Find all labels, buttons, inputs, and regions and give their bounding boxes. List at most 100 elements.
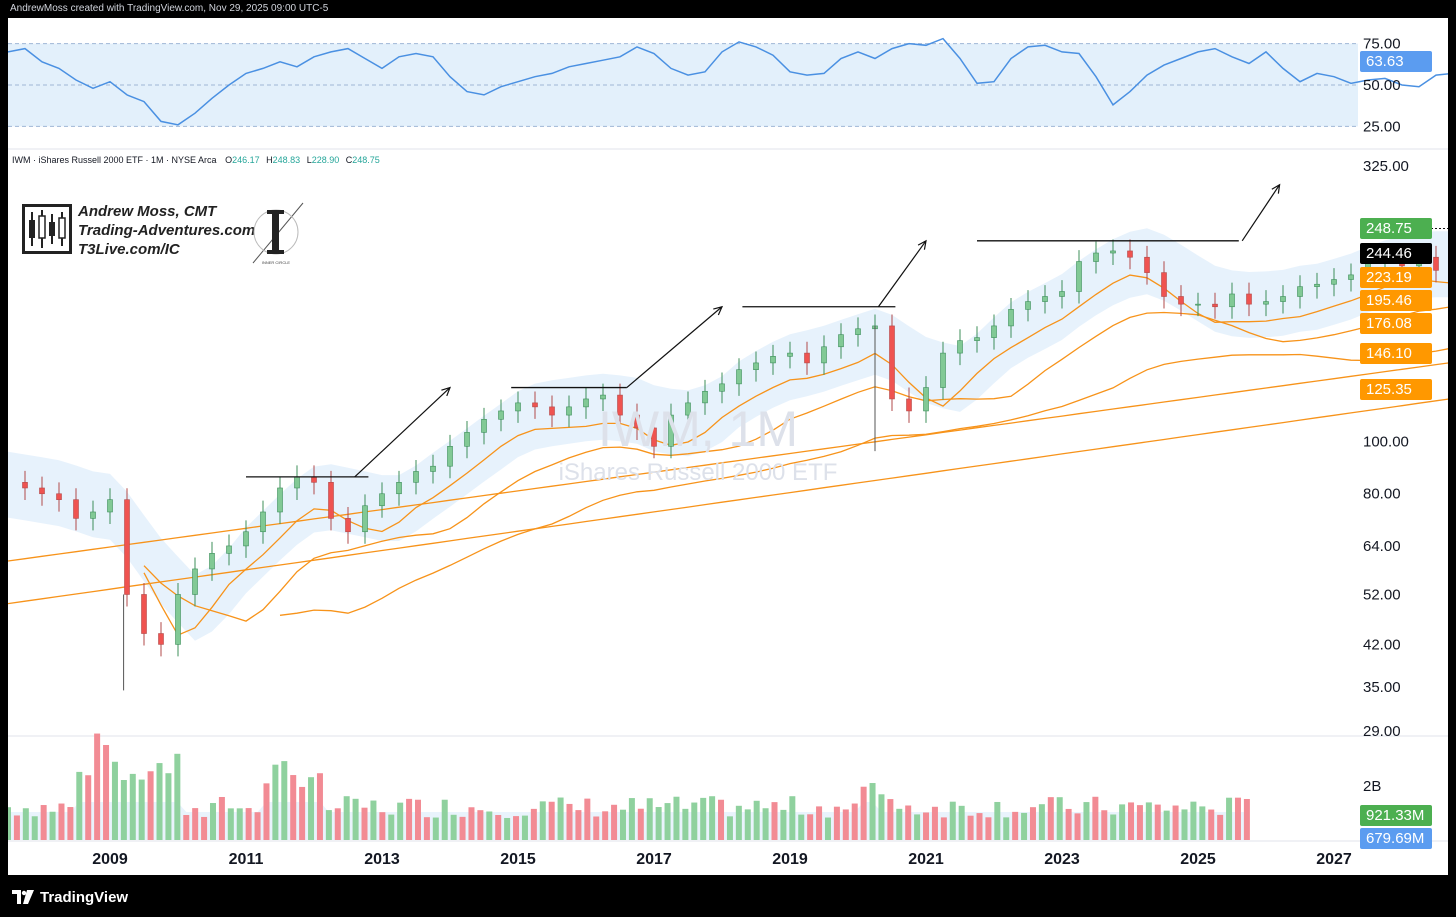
volume-bar xyxy=(726,816,733,840)
volume-bar xyxy=(1119,804,1126,840)
price-tick-label: 64.00 xyxy=(1363,538,1401,555)
candle-body xyxy=(1042,296,1048,302)
volume-bar xyxy=(1199,806,1206,840)
candle-body xyxy=(1331,279,1337,285)
volume-bar xyxy=(539,801,546,840)
candle xyxy=(107,488,113,524)
volume-bar xyxy=(602,811,609,840)
volume-bar xyxy=(1243,798,1250,840)
candle xyxy=(260,500,266,544)
candle-body xyxy=(651,427,657,447)
chart-panel[interactable]: 75.0050.0025.00325.00125.00100.0080.0064… xyxy=(8,18,1448,875)
branding-block: Andrew Moss, CMT Trading-Adventures.com … xyxy=(22,202,304,265)
candle xyxy=(583,387,589,419)
volume-bar xyxy=(709,796,716,840)
volume-bar xyxy=(441,799,448,840)
volume-bar xyxy=(566,803,573,840)
volume-bar xyxy=(860,786,867,840)
volume-bar xyxy=(1217,814,1224,840)
rsi-last-tag-text: 63.63 xyxy=(1366,53,1404,70)
legend-open-label: O xyxy=(225,155,232,165)
volume-bar xyxy=(833,806,840,840)
volume-bar xyxy=(209,803,216,840)
volume-bar xyxy=(147,771,154,840)
volume-bar xyxy=(700,797,707,840)
price-tick-label: 100.00 xyxy=(1363,434,1409,451)
volume-bar xyxy=(174,753,181,840)
x-tick-label: 2017 xyxy=(636,851,672,868)
price-pane[interactable] xyxy=(8,183,1448,691)
candle xyxy=(566,395,572,428)
volume-bar xyxy=(432,817,439,840)
candle xyxy=(838,323,844,359)
candle xyxy=(396,470,402,506)
volume-bar xyxy=(1083,802,1090,840)
ma-tag-2-bg xyxy=(1360,290,1432,311)
candle xyxy=(906,387,912,423)
volume-bar xyxy=(824,817,831,840)
volume-bar xyxy=(423,817,430,840)
legend-high-label: H xyxy=(266,155,273,165)
price-last-tag-text: 248.75 xyxy=(1366,220,1412,237)
chart-canvas[interactable]: 75.0050.0025.00325.00125.00100.0080.0064… xyxy=(8,18,1448,875)
candle xyxy=(328,470,334,531)
legend-open: 246.17 xyxy=(232,155,260,165)
volume-bar xyxy=(406,798,413,840)
candle-body xyxy=(192,568,198,595)
volume-avg-tag: 679.69M xyxy=(1360,828,1432,849)
volume-bar xyxy=(1092,796,1099,840)
volume-bar xyxy=(1234,797,1241,840)
candle-body xyxy=(243,531,249,547)
candle-body xyxy=(1127,250,1133,258)
ma-tag-5: 125.35 xyxy=(1360,379,1432,400)
candle xyxy=(192,557,198,607)
candle xyxy=(1229,282,1235,319)
candle xyxy=(39,476,45,506)
candle-body xyxy=(1161,272,1167,297)
rsi-pane[interactable] xyxy=(8,37,1448,127)
volume-bar xyxy=(1172,805,1179,840)
price-tick-label: 35.00 xyxy=(1363,679,1401,696)
volume-bar xyxy=(192,808,199,840)
candle-body xyxy=(39,487,45,495)
volume-bar xyxy=(201,816,208,840)
volume-bar xyxy=(611,804,618,840)
candle-body xyxy=(1076,261,1082,292)
candle xyxy=(1246,282,1252,317)
volume-bar xyxy=(1021,812,1028,840)
candle xyxy=(90,500,96,531)
candle-body xyxy=(1246,293,1252,305)
candle-body xyxy=(1144,256,1150,273)
candle xyxy=(1314,272,1320,299)
volume-bar xyxy=(1029,807,1036,840)
volume-bar xyxy=(521,815,528,840)
time-axis[interactable]: 2009 2011 2013 2015 2017 2019 2021 2023 2025 2027 xyxy=(92,851,1352,868)
candle xyxy=(226,534,232,566)
ma-tag-3: 176.08 xyxy=(1360,313,1432,334)
volume-last-tag: 921.33M xyxy=(1360,805,1432,826)
ma-tag-4-bg xyxy=(1360,343,1432,364)
volume-pane[interactable] xyxy=(8,733,1250,840)
candle-body xyxy=(1314,283,1320,287)
legend-low: 228.90 xyxy=(312,155,340,165)
candle-body xyxy=(532,402,538,408)
candle xyxy=(940,341,946,400)
x-tick-label: 2013 xyxy=(364,851,400,868)
candle-body xyxy=(311,476,317,483)
candle-body xyxy=(634,414,640,429)
moving-average-5 xyxy=(8,398,1448,605)
x-tick-label: 2027 xyxy=(1316,851,1352,868)
volume-bar xyxy=(976,813,983,840)
volume-bar xyxy=(263,783,270,840)
candle-body xyxy=(362,505,368,533)
candle xyxy=(889,314,895,411)
volume-bar xyxy=(1226,797,1233,840)
candle-body xyxy=(1110,250,1116,254)
candle-body xyxy=(957,340,963,354)
volume-bar xyxy=(878,794,885,840)
volume-bar xyxy=(397,802,404,840)
author-site: Trading-Adventures.com xyxy=(78,222,255,239)
candle xyxy=(1025,290,1031,322)
candle-body xyxy=(107,499,113,513)
moving-average-1 xyxy=(143,274,1448,636)
